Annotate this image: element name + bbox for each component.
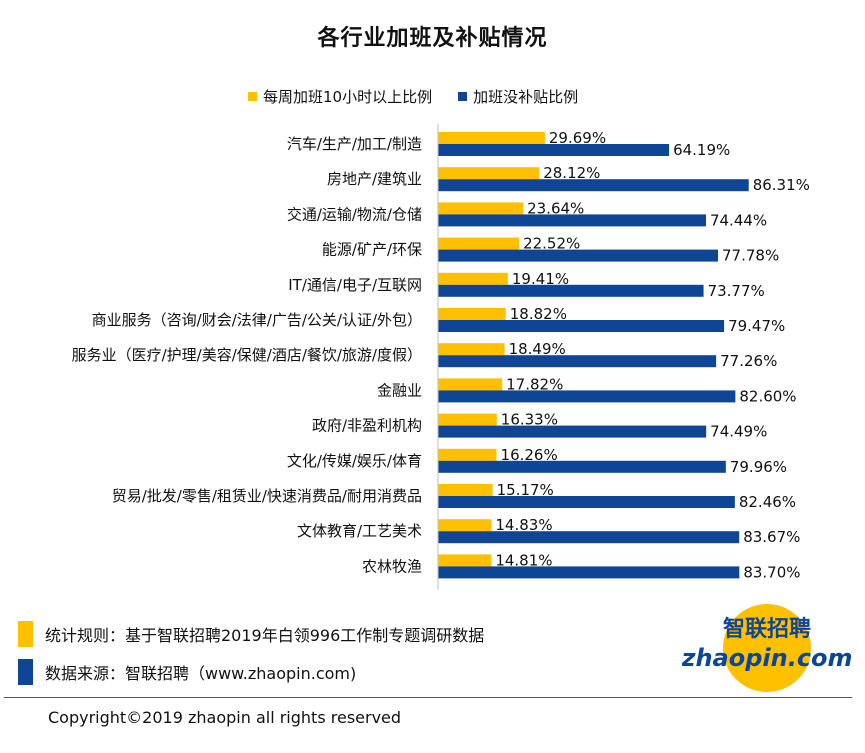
bar-no-subsidy [438,249,719,262]
bar-no-subsidy [438,390,736,403]
category-label: 政府/非盈利机构 [312,417,422,435]
legend: 每周加班10小时以上比例 加班没补贴比例 [248,86,578,107]
note-rule-text: 统计规则：基于智联招聘2019年白领996工作制专题调研数据 [45,626,485,645]
category-label: 文体教育/工艺美术 [297,522,422,540]
note-source: 数据来源：智联招聘（www.zhaopin.com) [18,659,356,685]
category-label: 商业服务（咨询/财会/法律/广告/公关/认证/外包） [92,311,422,329]
value-label-no-subsidy: 77.78% [722,247,779,265]
bar-no-subsidy [438,179,749,192]
value-label-no-subsidy: 64.19% [673,141,730,159]
category-label: 能源/矿产/环保 [322,241,422,259]
note-source-text: 数据来源：智联招聘（www.zhaopin.com) [45,664,357,683]
note-rule: 统计规则：基于智联招聘2019年白领996工作制专题调研数据 [18,621,484,647]
category-label: IT/通信/电子/互联网 [288,276,422,294]
legend-item-overtime: 每周加班10小时以上比例 [248,86,432,107]
bar-overtime [438,413,497,426]
bar-no-subsidy [438,531,740,544]
legend-label-no-subsidy: 加班没补贴比例 [473,88,579,106]
category-label: 服务业（医疗/护理/美容/保健/酒店/餐饮/旅游/度假） [72,346,422,364]
value-label-no-subsidy: 82.46% [739,493,796,511]
legend-swatch-overtime [248,92,257,101]
value-label-overtime: 18.82% [510,305,567,323]
value-label-no-subsidy: 74.49% [710,423,767,441]
copyright: Copyright©2019 zhaopin all rights reserv… [48,708,402,727]
value-label-overtime: 16.33% [501,411,558,429]
bar-overtime [438,308,506,320]
category-label: 汽车/生产/加工/制造 [287,135,422,153]
bar-overtime [438,554,492,567]
legend-swatch-no-subsidy [458,92,468,101]
bar-no-subsidy [438,355,717,368]
bar-overtime [438,167,540,180]
footer-divider [4,697,852,698]
value-label-overtime: 19.41% [512,270,569,288]
bar-no-subsidy [438,425,707,438]
bar-overtime [438,448,497,461]
logo-bottom-text: zhaopin.com [682,644,852,672]
bar-chart: 汽车/生产/加工/制造 29.69% 64.19% 房地产/建筑业 28.12% 86.3… [72,124,810,590]
chart-title: 各行业加班及补贴情况 [317,26,548,51]
bar-overtime [438,378,503,391]
value-label-no-subsidy: 77.26% [720,352,777,370]
category-label: 金融业 [377,381,422,399]
category-label: 文化/传媒/娱乐/体育 [287,452,422,470]
bar-no-subsidy [438,496,735,508]
logo-top-text: 智联招聘 [723,616,811,642]
bar-no-subsidy [438,284,704,297]
bar-no-subsidy [438,460,726,473]
bar-no-subsidy [438,566,740,579]
category-label: 房地产/建筑业 [327,170,422,188]
value-label-overtime: 17.82% [506,375,563,393]
bar-overtime [438,237,520,250]
legend-label-overtime: 每周加班10小时以上比例 [263,88,433,106]
category-label: 农林牧渔 [362,557,422,575]
bar-overtime [438,202,524,215]
legend-item-no-subsidy: 加班没补贴比例 [458,86,578,107]
value-label-overtime: 28.12% [543,164,600,182]
value-label-no-subsidy: 79.47% [728,317,785,335]
bar-no-subsidy [438,144,670,156]
bar-overtime [438,343,505,356]
value-label-no-subsidy: 73.77% [708,282,765,300]
bar-overtime [438,484,493,496]
category-label: 贸易/批发/零售/租赁业/快速消费品/耐用消费品 [112,487,422,505]
zhaopin-logo: 智联招聘 zhaopin.com [682,604,852,692]
category-label: 交通/运输/物流/仓储 [287,205,422,223]
bar-overtime [438,132,545,144]
bar-no-subsidy [438,214,706,227]
note-rule-swatch [18,621,33,647]
value-label-overtime: 29.69% [549,129,606,147]
value-label-no-subsidy: 79.96% [730,458,787,476]
value-label-overtime: 18.49% [509,340,566,358]
value-label-no-subsidy: 74.44% [710,211,767,229]
value-label-overtime: 16.26% [501,446,558,464]
value-label-overtime: 14.81% [495,551,552,569]
value-label-overtime: 23.64% [527,199,584,217]
value-label-no-subsidy: 83.67% [743,528,800,546]
value-label-no-subsidy: 82.60% [739,387,796,405]
value-label-overtime: 22.52% [523,235,580,253]
bar-overtime [438,272,508,285]
bar-no-subsidy [438,320,725,332]
bar-overtime [438,519,492,532]
note-source-swatch [18,659,33,685]
value-label-no-subsidy: 86.31% [753,176,810,194]
value-label-overtime: 15.17% [497,481,554,499]
value-label-no-subsidy: 83.70% [743,563,800,581]
value-label-overtime: 14.83% [495,516,552,534]
